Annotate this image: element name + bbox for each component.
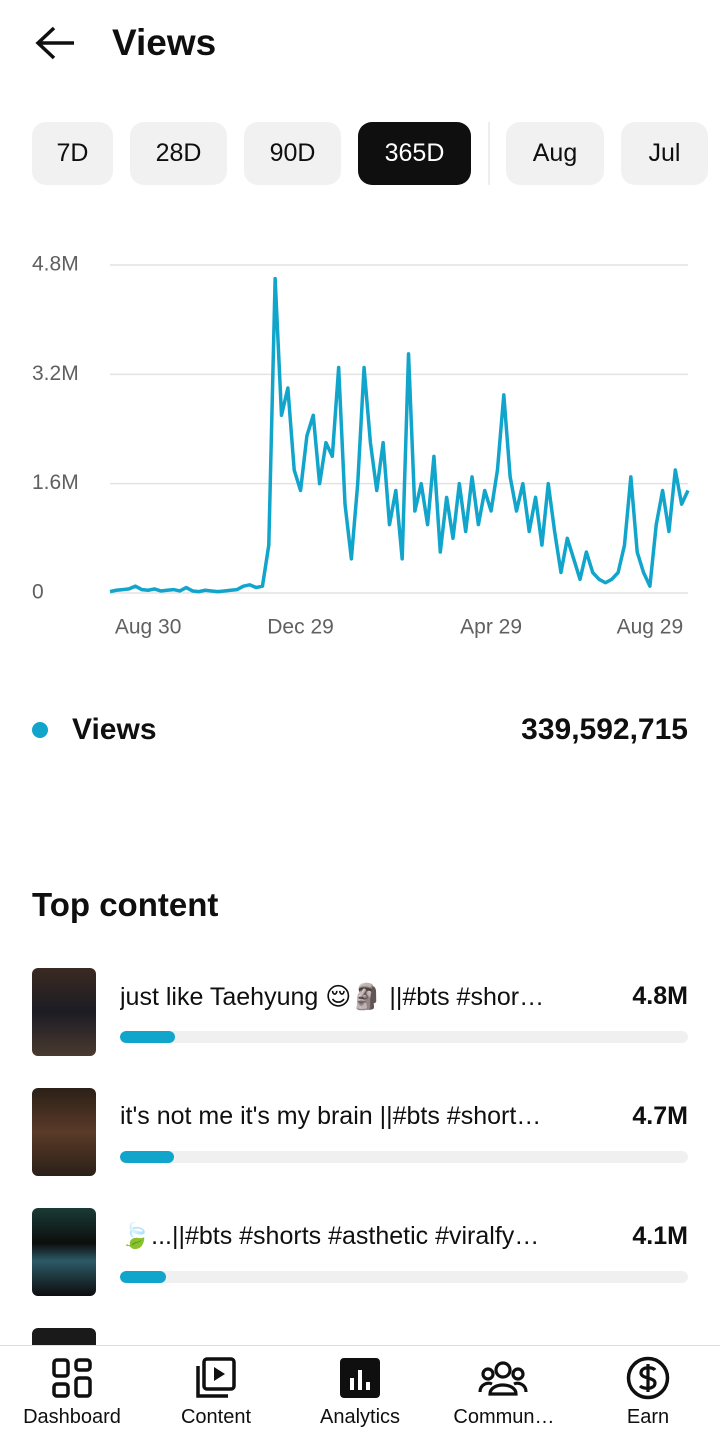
x-tick-label: Aug 30 xyxy=(115,616,182,639)
nav-item[interactable]: Earn xyxy=(576,1346,720,1449)
nav-label: Earn xyxy=(626,1406,670,1428)
content-title: it's not me it's my brain ||#bts #short… xyxy=(120,1102,542,1130)
y-tick-label: 0 xyxy=(32,581,44,604)
tab[interactable]: 7D xyxy=(32,122,113,185)
total-views: 339,592,715 xyxy=(521,713,688,746)
content-views: 4.7M xyxy=(632,1102,688,1130)
nav-item[interactable]: Dashboard xyxy=(0,1346,144,1449)
thumbnail[interactable] xyxy=(32,1208,96,1296)
x-tick-label: Aug 29 xyxy=(617,616,684,639)
bar xyxy=(120,1031,176,1043)
section-title: Top content xyxy=(32,886,219,923)
icon xyxy=(626,1356,670,1400)
nav-label: Dashboard xyxy=(23,1406,121,1428)
x-tick-label: Dec 29 xyxy=(267,616,334,639)
bar-track xyxy=(120,1031,688,1043)
bar xyxy=(120,1271,166,1283)
x-tick-label: Apr 29 xyxy=(460,616,522,639)
nav-item[interactable]: Analytics xyxy=(288,1346,432,1449)
icon xyxy=(340,1358,380,1398)
icon xyxy=(478,1361,528,1396)
content-views: 4.1M xyxy=(632,1222,688,1250)
tab[interactable]: 28D xyxy=(130,122,227,185)
bar xyxy=(120,1151,174,1163)
nav-label: Commun… xyxy=(453,1406,555,1428)
icon xyxy=(52,1358,92,1398)
nav-label: Analytics xyxy=(319,1406,401,1428)
page-title: Views xyxy=(112,22,217,63)
back-arrow[interactable] xyxy=(34,26,78,60)
content-title: just like Taehyung 😌🗿 ||#bts #shor… xyxy=(120,983,545,1011)
y-tick-label: 4.8M xyxy=(32,253,79,276)
content-views: 4.8M xyxy=(632,982,688,1010)
bar-track xyxy=(120,1151,688,1163)
tab[interactable]: 90D xyxy=(244,122,341,185)
thumbnail[interactable] xyxy=(32,1088,96,1176)
icon xyxy=(196,1357,236,1398)
bar-track xyxy=(120,1271,688,1283)
y-tick-label: 1.6M xyxy=(32,471,79,494)
nav-item[interactable]: Commun… xyxy=(432,1346,576,1449)
content-title: 🍃...||#bts #shorts #asthetic #viralfy… xyxy=(120,1222,540,1250)
nav-label: Content xyxy=(180,1406,252,1428)
tab[interactable]: 365D xyxy=(358,122,471,185)
tab[interactable]: Jul xyxy=(621,122,708,185)
nav-item[interactable]: Content xyxy=(144,1346,288,1449)
legend-label: Views xyxy=(72,713,157,746)
divider xyxy=(488,122,490,185)
legend-dot xyxy=(32,722,48,738)
y-tick-label: 3.2M xyxy=(32,362,79,385)
tab[interactable]: Aug xyxy=(506,122,604,185)
line-series xyxy=(109,276,690,594)
thumbnail[interactable] xyxy=(32,968,96,1056)
chart: 0 1.6M 3.2M 4.8M Aug 30 Dec 29 Apr 29 Aug 29 xyxy=(32,253,690,639)
